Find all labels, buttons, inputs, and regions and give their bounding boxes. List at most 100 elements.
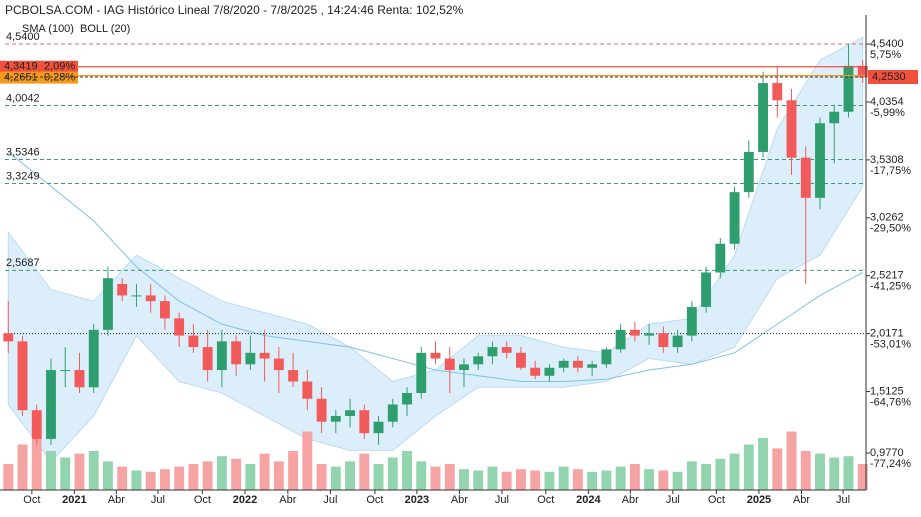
- candle-body: [701, 272, 712, 307]
- candle-body: [629, 329, 640, 336]
- volume-bar: [174, 466, 185, 490]
- candle-body: [3, 333, 14, 342]
- y-tick-label: 3,0262: [870, 212, 904, 224]
- plot-area: 4,5400 4,0042 3,5346 3,3249 2,5687 4,3419 2,09…: [0, 31, 868, 490]
- x-tick-label: Jul: [666, 494, 680, 506]
- candle-body: [601, 349, 612, 365]
- x-tick-label: Abr: [279, 494, 296, 506]
- candle-body: [402, 393, 412, 405]
- volume-bar: [487, 466, 498, 490]
- volume-bar: [117, 466, 128, 490]
- volume-bar: [857, 464, 868, 490]
- volume-bar: [259, 453, 270, 490]
- volume-bar: [188, 464, 199, 490]
- volume-bar: [444, 464, 455, 490]
- volume-bar: [644, 469, 655, 490]
- volume-bar: [786, 431, 797, 490]
- volume-bar: [131, 470, 142, 490]
- candle-body: [558, 360, 569, 368]
- candle-body: [686, 306, 697, 336]
- volume-bar: [615, 466, 626, 490]
- y-tick-label: 2,0171: [870, 328, 904, 340]
- y-tick-label: 2,5217: [870, 270, 904, 282]
- x-tick-label: Abr: [108, 494, 125, 506]
- chart-title: PCBOLSA.COM - IAG Histórico Lineal 7/8/2…: [5, 3, 464, 17]
- volume-bar: [103, 461, 113, 490]
- volume-bar: [572, 469, 583, 490]
- volume-bar: [359, 453, 370, 490]
- volume-bar: [88, 451, 99, 490]
- candle-body: [530, 367, 541, 376]
- candle-body: [46, 370, 56, 439]
- x-tick-label: 2022: [233, 494, 257, 506]
- candle-body: [259, 352, 270, 359]
- y-tick-change: -64,76%: [870, 396, 911, 408]
- volume-bar: [145, 471, 156, 490]
- y-tick-label: 4,5400: [870, 38, 904, 50]
- x-tick-label: Jul: [495, 494, 509, 506]
- y-tick-label: 4,0354: [870, 96, 904, 108]
- candle-body: [444, 358, 455, 371]
- volume-bar: [216, 456, 227, 490]
- volume-bar: [672, 471, 683, 490]
- legend-entry: SMA (100): [22, 23, 74, 35]
- y-tick-change: -29,50%: [870, 223, 911, 235]
- volume-bar: [658, 470, 669, 490]
- y-tick-change: -5,99%: [870, 107, 905, 119]
- candle-body: [715, 243, 726, 273]
- y-tick-change: -41,25%: [870, 281, 911, 293]
- candle-body: [644, 333, 655, 336]
- candle-body: [658, 333, 669, 348]
- volume-bar: [330, 466, 341, 490]
- volume-bar: [245, 464, 256, 490]
- candle-body: [786, 100, 797, 158]
- volume-bar: [829, 457, 840, 490]
- marker-box: [0, 71, 78, 84]
- candle-body: [729, 192, 740, 244]
- candle-body: [843, 65, 854, 112]
- volume-bar: [3, 464, 14, 490]
- candle-body: [103, 278, 113, 330]
- level-label: 4,5400: [6, 31, 40, 43]
- volume-bar: [288, 451, 299, 490]
- volume-bar: [345, 461, 355, 490]
- candle-body: [459, 364, 469, 371]
- volume-bar: [402, 451, 412, 490]
- candle-body: [31, 410, 42, 439]
- y-tick-change: -53,01%: [870, 339, 911, 351]
- candle-body: [88, 329, 99, 388]
- candle-body: [501, 347, 512, 353]
- sma-line: [7, 151, 863, 383]
- x-tick-label: 2021: [62, 494, 86, 506]
- volume-bar: [601, 470, 612, 490]
- volume-bar: [686, 461, 697, 490]
- y-tick-change: -77,24%: [870, 458, 911, 470]
- candle-body: [117, 283, 128, 296]
- volume-bar: [430, 466, 441, 490]
- candle-body: [572, 360, 583, 368]
- candle-body: [758, 83, 768, 152]
- x-tick-label: Jul: [836, 494, 850, 506]
- candle-body: [273, 358, 284, 371]
- candle-body: [316, 398, 327, 422]
- x-tick-label: Jul: [323, 494, 337, 506]
- volume-bar: [800, 451, 811, 490]
- volume-bar: [743, 444, 754, 490]
- candle-body: [345, 410, 355, 416]
- volume-bar: [416, 461, 427, 490]
- volume-bar: [31, 438, 42, 490]
- candle-body: [159, 301, 170, 319]
- x-tick-label: Oct: [537, 494, 554, 506]
- candle-body: [74, 370, 85, 388]
- volume-bar: [74, 453, 85, 490]
- marker-change: 2,09%: [44, 61, 75, 73]
- volume-bar: [701, 464, 712, 490]
- x-tick-label: 2024: [576, 494, 601, 506]
- volume-bar: [544, 471, 555, 490]
- volume-bar: [60, 457, 71, 490]
- volume-bar: [516, 469, 526, 490]
- x-tick-label: Abr: [622, 494, 639, 506]
- level-label: 4,0042: [6, 92, 40, 104]
- volume-bar: [587, 471, 598, 490]
- candle-body: [202, 347, 213, 371]
